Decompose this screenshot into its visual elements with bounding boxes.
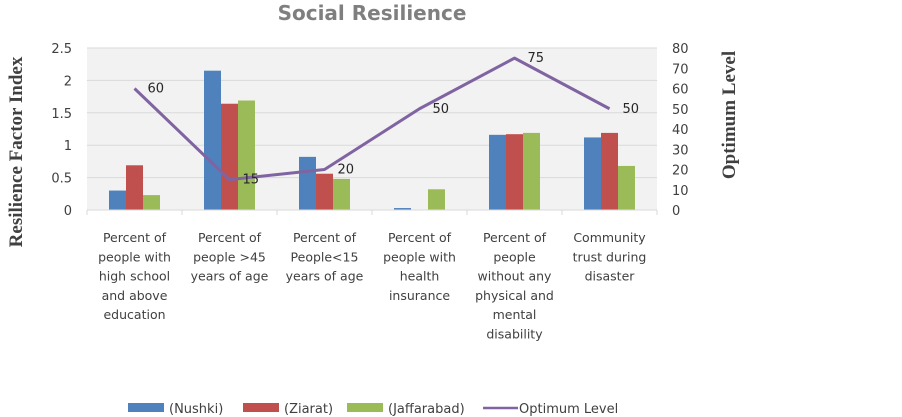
category-label: Percent of people with health insurance <box>383 230 456 303</box>
bar-nushki <box>394 208 411 210</box>
bar-jaffarabad <box>428 189 445 210</box>
bar-nushki <box>489 134 506 210</box>
bar-jaffarabad <box>618 165 635 210</box>
right-tick-label: 20 <box>672 164 689 179</box>
legend-swatch <box>243 403 279 412</box>
right-tick-label: 0 <box>672 204 680 219</box>
left-axis-ticks: 0 0.5 1 1.5 2 2.5 <box>51 42 72 219</box>
bar-nushki <box>109 190 126 210</box>
gridlines <box>87 47 657 179</box>
right-axis-title: Optimum Level <box>719 51 740 179</box>
optimum-level-line <box>133 56 611 182</box>
optimum-data-label: 75 <box>528 51 545 66</box>
x-axis <box>86 209 658 215</box>
legend-item: (Ziarat) <box>243 402 333 417</box>
bar-jaffarabad <box>333 178 350 210</box>
bar-nushki <box>204 70 221 211</box>
optimum-line: 60 15 20 50 75 50 <box>133 51 640 188</box>
legend-swatch <box>128 403 164 412</box>
right-tick-label: 50 <box>672 103 689 118</box>
legend-label: (Jaffarabad) <box>388 402 465 417</box>
category-label: Percent of People<15 years of age <box>286 230 364 284</box>
optimum-data-label: 50 <box>623 102 640 117</box>
category-label: Community trust during disaster <box>573 230 647 284</box>
bar-ziarat <box>126 165 143 210</box>
left-tick-label: 1.5 <box>51 107 72 122</box>
bar-nushki <box>584 137 601 210</box>
optimum-data-label: 50 <box>433 102 450 117</box>
left-tick-label: 2 <box>64 74 72 89</box>
category-labels: Percent of people with high school and abov… <box>98 230 646 342</box>
category-label: Percent of people with high school and abov… <box>98 230 171 322</box>
right-tick-label: 60 <box>672 83 689 98</box>
left-axis-title: Resilience Factor Index <box>6 56 27 247</box>
right-tick-label: 80 <box>672 42 689 57</box>
right-tick-label: 30 <box>672 143 689 158</box>
left-tick-label: 0 <box>64 204 72 219</box>
bar-nushki <box>299 156 316 210</box>
bar-jaffarabad <box>238 100 255 210</box>
legend-swatch <box>347 403 383 412</box>
legend-item: (Nushki) <box>128 402 223 417</box>
bar-ziarat <box>506 134 523 210</box>
right-axis-ticks: 0 10 20 30 40 50 60 70 80 <box>672 42 689 219</box>
right-tick-label: 70 <box>672 62 689 77</box>
bars <box>109 70 635 211</box>
legend-item: Optimum Level <box>483 402 618 417</box>
optimum-data-label: 20 <box>338 163 355 178</box>
legend: (Nushki) (Ziarat) (Jaffarabad) Optimum Leve… <box>128 402 618 417</box>
bar-ziarat <box>601 132 618 210</box>
left-tick-label: 1 <box>64 139 72 154</box>
legend-label: Optimum Level <box>519 402 618 417</box>
legend-label: (Ziarat) <box>284 402 333 417</box>
category-label: Percent of people >45 years of age <box>191 230 269 284</box>
optimum-data-label: 15 <box>243 173 260 188</box>
legend-item: (Jaffarabad) <box>347 402 465 417</box>
right-tick-label: 40 <box>672 123 689 138</box>
bar-ziarat <box>221 103 238 210</box>
bar-jaffarabad <box>143 195 160 210</box>
left-tick-label: 2.5 <box>51 42 72 57</box>
chart-title: Social Resilience <box>278 1 467 25</box>
bar-ziarat <box>316 173 333 210</box>
legend-label: (Nushki) <box>169 402 223 417</box>
category-label: Percent of people without any physical and m… <box>475 230 554 342</box>
right-tick-label: 10 <box>672 184 689 199</box>
optimum-data-label: 60 <box>148 82 165 97</box>
plot-area <box>87 48 657 210</box>
bar-jaffarabad <box>523 132 540 210</box>
left-tick-label: 0.5 <box>51 172 72 187</box>
